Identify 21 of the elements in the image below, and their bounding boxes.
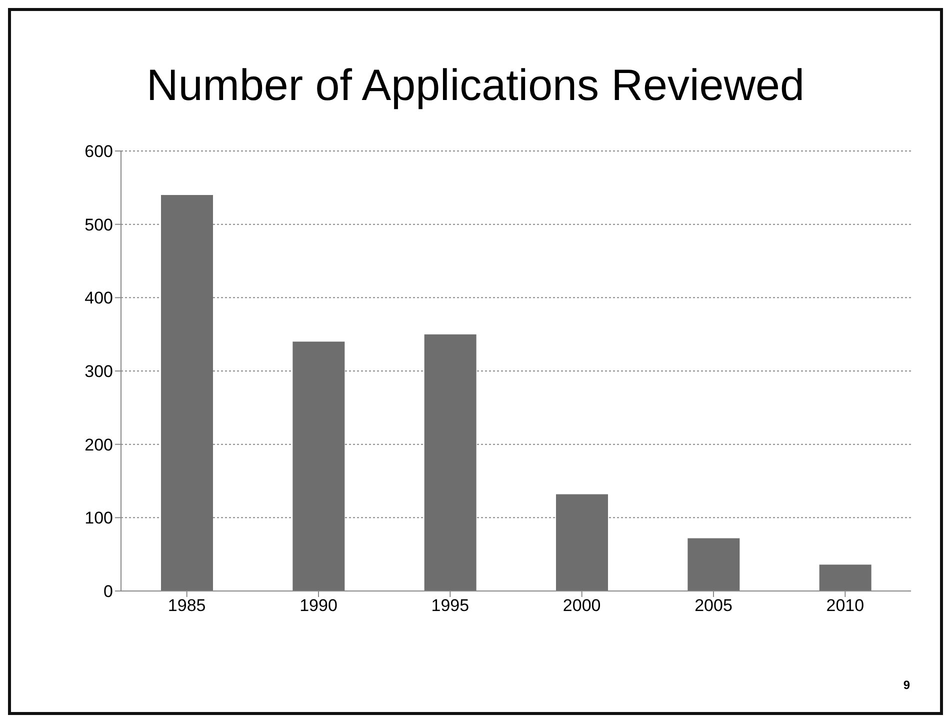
x-tick-label: 2010 <box>826 596 864 616</box>
bar <box>424 334 476 591</box>
y-tick-label: 300 <box>84 362 113 382</box>
x-tick-label: 2005 <box>694 596 732 616</box>
bar <box>292 342 345 591</box>
y-tick-label: 200 <box>84 435 113 454</box>
y-tick-label: 400 <box>84 288 113 308</box>
x-tick-label: 1995 <box>431 596 470 616</box>
y-tick-label: 500 <box>84 215 113 234</box>
y-tick-label: 0 <box>104 582 113 602</box>
y-tick-label: 100 <box>84 508 113 528</box>
bar <box>688 538 740 591</box>
x-tick-label: 2000 <box>562 596 601 616</box>
x-tick-label: 1985 <box>168 596 206 616</box>
x-tick-label: 1990 <box>300 596 338 616</box>
text: 9 <box>903 678 910 692</box>
bar <box>819 564 872 591</box>
bar <box>161 195 213 591</box>
chart-title: Number of Applications Reviewed <box>146 61 806 111</box>
bar <box>556 494 608 591</box>
y-tick-label: 600 <box>84 142 113 162</box>
